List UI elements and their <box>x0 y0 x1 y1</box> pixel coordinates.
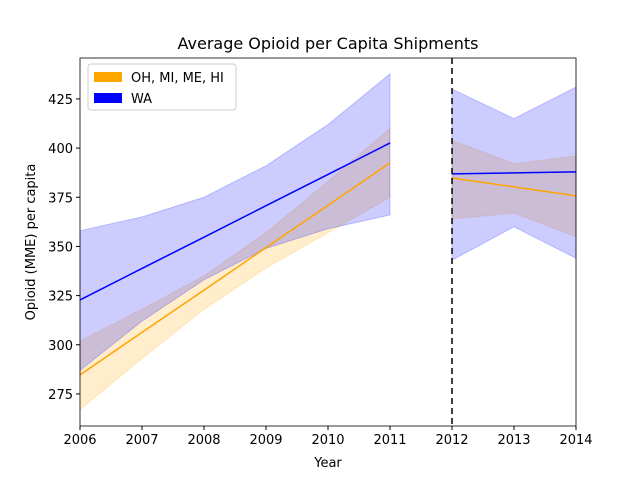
y-axis-label: Opioid (MME) per capita <box>24 164 39 321</box>
x-tick-label: 2009 <box>249 433 282 448</box>
legend-box <box>87 63 237 111</box>
y-tick-label: 375 <box>48 191 73 206</box>
y-tick-label: 350 <box>48 240 73 255</box>
series-line <box>451 177 577 197</box>
y-tick-label: 300 <box>48 339 73 354</box>
series-line <box>79 142 391 301</box>
legend-label: OH, MI, ME, HI <box>131 71 224 86</box>
y-tick-label: 425 <box>48 93 73 108</box>
x-tick-label: 2010 <box>311 433 344 448</box>
y-tick-label: 400 <box>48 142 73 157</box>
x-tick-label: 2014 <box>559 433 592 448</box>
x-tick-label: 2006 <box>63 433 96 448</box>
series-line <box>451 171 577 175</box>
x-tick-label: 2008 <box>187 433 220 448</box>
x-tick-label: 2012 <box>435 433 468 448</box>
x-axis-label: Year <box>313 456 342 471</box>
x-tick-label: 2011 <box>373 433 406 448</box>
x-tick-label: 2007 <box>125 433 158 448</box>
chart-title: Average Opioid per Capita Shipments <box>178 34 479 53</box>
series-line <box>79 162 391 376</box>
legend-swatch <box>94 93 122 103</box>
y-tick-label: 275 <box>48 388 73 403</box>
legend-label: WA <box>131 92 152 107</box>
legend-swatch <box>94 72 122 82</box>
x-tick-label: 2013 <box>497 433 530 448</box>
y-tick-label: 325 <box>48 290 73 305</box>
